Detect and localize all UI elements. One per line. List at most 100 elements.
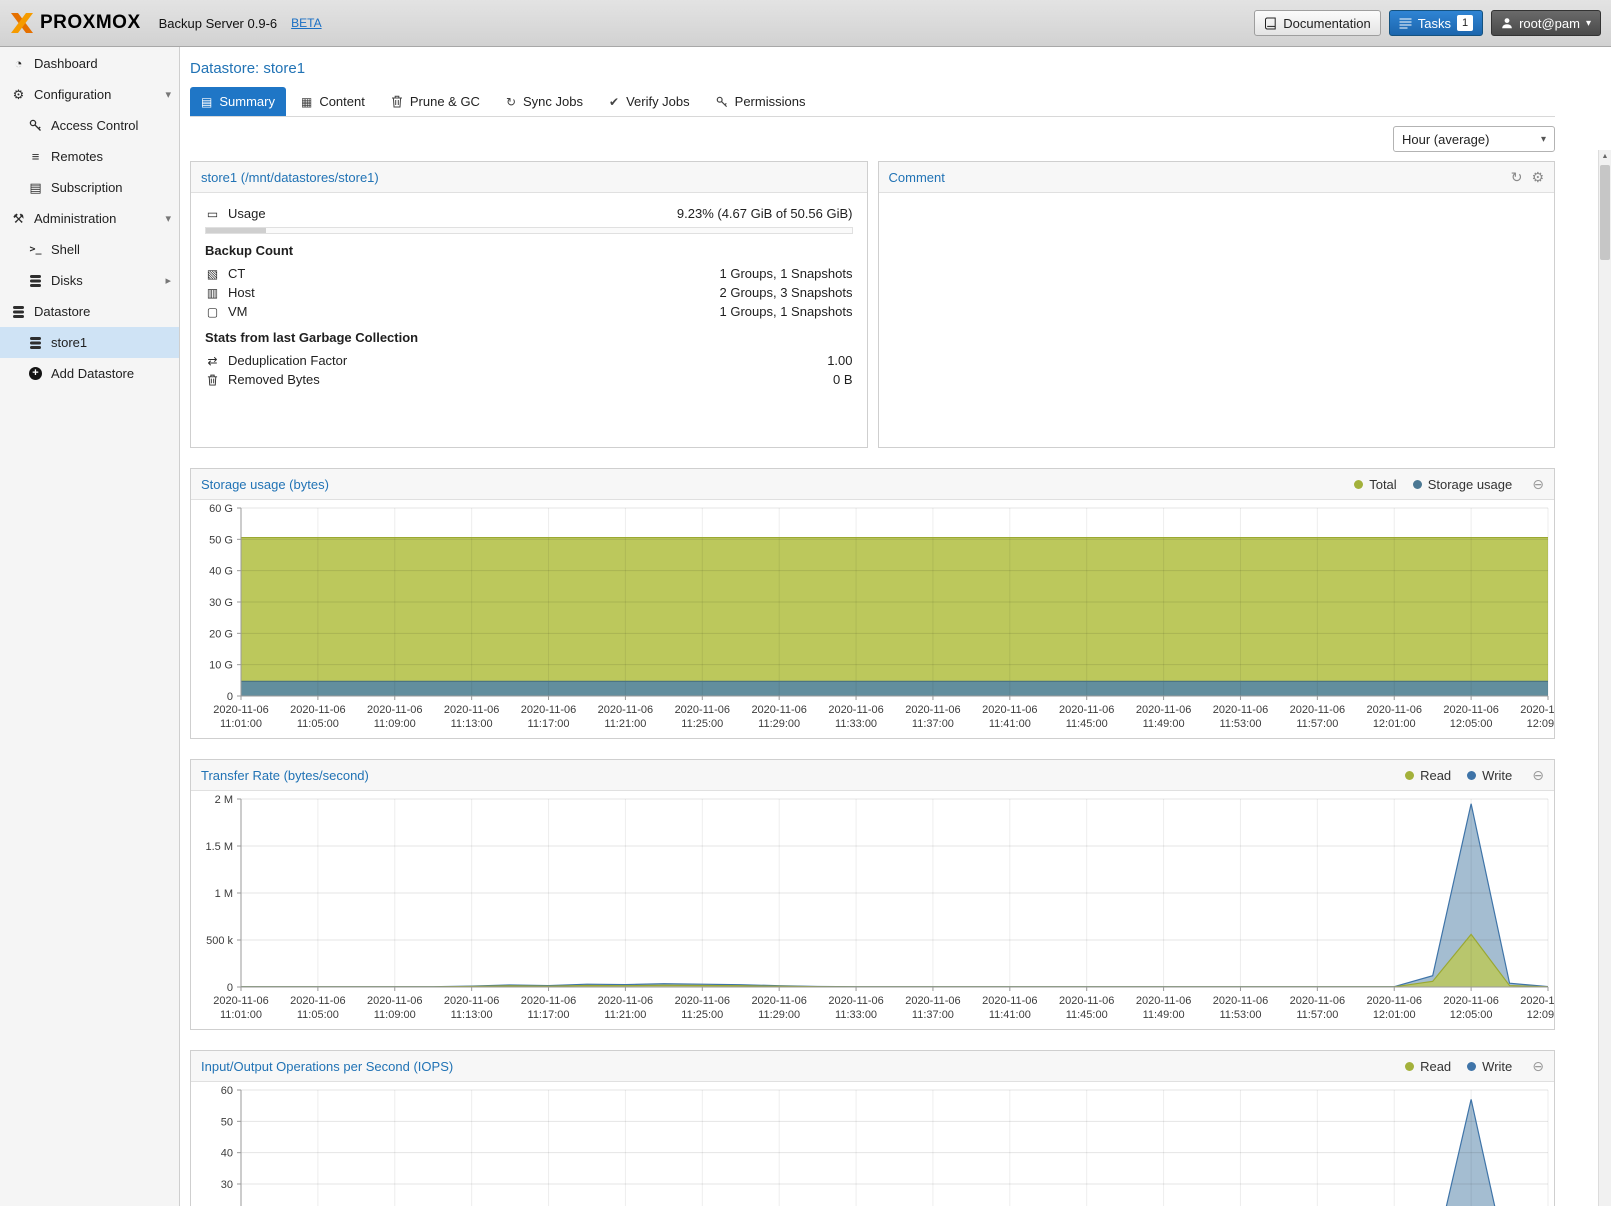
terminal-icon: >_ (27, 244, 44, 255)
vm-row: ▢ VM 1 Groups, 1 Snapshots (205, 302, 853, 321)
svg-text:11:01:00: 11:01:00 (220, 718, 262, 730)
book-icon (1264, 17, 1277, 30)
legend-dot-total (1354, 480, 1363, 489)
disks-icon (27, 275, 44, 287)
svg-text:12:05:00: 12:05:00 (1450, 718, 1493, 730)
range-select[interactable]: Hour (average) ▾ (1393, 126, 1555, 152)
tasks-button[interactable]: Tasks 1 (1389, 10, 1483, 36)
svg-text:11:49:00: 11:49:00 (1143, 1009, 1185, 1021)
svg-text:11:13:00: 11:13:00 (451, 1009, 493, 1021)
check-circle-icon: ✔ (609, 95, 619, 109)
svg-text:12:01:00: 12:01:00 (1373, 718, 1416, 730)
svg-text:11:29:00: 11:29:00 (758, 718, 800, 730)
svg-text:2020-11-06: 2020-11-06 (598, 704, 653, 716)
expand-caret-icon[interactable]: ▸ (165, 274, 171, 287)
host-row: ▥ Host 2 Groups, 3 Snapshots (205, 283, 853, 302)
sidebar-item-datastore[interactable]: Datastore (0, 296, 179, 327)
svg-text:12:09:00: 12:09:00 (1527, 718, 1554, 730)
collapse-panel-icon[interactable]: ⊖ (1532, 476, 1544, 493)
legend-write[interactable]: Write (1467, 1059, 1512, 1074)
sidebar-item-subscription[interactable]: ▤ Subscription (0, 172, 179, 203)
sidebar-item-configuration[interactable]: ⚙ Configuration ▾ (0, 79, 179, 110)
svg-text:30 G: 30 G (209, 597, 233, 609)
sidebar-item-access-control[interactable]: Access Control (0, 110, 179, 141)
svg-text:2020-11-06: 2020-11-06 (521, 995, 576, 1007)
svg-text:2020-11-06: 2020-11-06 (367, 704, 422, 716)
beta-link[interactable]: BETA (291, 16, 321, 30)
svg-text:60 G: 60 G (209, 503, 233, 515)
svg-text:11:25:00: 11:25:00 (681, 718, 723, 730)
legend-total[interactable]: Total (1354, 477, 1396, 492)
hdd-icon: ▭ (205, 207, 220, 221)
sidebar-item-add-datastore[interactable]: Add Datastore (0, 358, 179, 389)
sidebar: ◔ Dashboard ⚙ Configuration ▾ Access Con… (0, 47, 180, 1206)
tab-prune-gc[interactable]: Prune & GC (380, 87, 491, 116)
svg-text:11:45:00: 11:45:00 (1066, 718, 1108, 730)
svg-text:11:17:00: 11:17:00 (528, 718, 570, 730)
documentation-button[interactable]: Documentation (1254, 10, 1380, 36)
svg-text:2020-11-06: 2020-11-06 (1059, 995, 1114, 1007)
tab-summary[interactable]: ▤ Summary (190, 87, 286, 116)
tab-content[interactable]: ▦ Content (290, 87, 376, 116)
svg-text:11:33:00: 11:33:00 (835, 1009, 877, 1021)
svg-text:11:09:00: 11:09:00 (374, 1009, 416, 1021)
legend-write[interactable]: Write (1467, 768, 1512, 783)
refresh-icon[interactable]: ↻ (1511, 169, 1523, 186)
collapse-panel-icon[interactable]: ⊖ (1532, 1058, 1544, 1075)
svg-text:2020-11-06: 2020-11-06 (675, 704, 730, 716)
comment-body[interactable] (879, 193, 1555, 447)
gear-icon[interactable]: ⚙ (1531, 169, 1544, 186)
legend-storage-usage[interactable]: Storage usage (1413, 477, 1513, 492)
sidebar-item-administration[interactable]: ⚒ Administration ▾ (0, 203, 179, 234)
ct-row: ▧ CT 1 Groups, 1 Snapshots (205, 264, 853, 283)
sidebar-item-store1[interactable]: store1 (0, 327, 179, 358)
storage-usage-panel: Storage usage (bytes) Total Storage usag… (190, 468, 1555, 739)
svg-text:11:41:00: 11:41:00 (989, 718, 1031, 730)
tab-verify-jobs[interactable]: ✔ Verify Jobs (598, 87, 701, 116)
documentation-label: Documentation (1283, 16, 1370, 31)
compress-icon: ⇄ (205, 354, 220, 368)
svg-text:0: 0 (227, 982, 233, 994)
legend-read[interactable]: Read (1405, 1059, 1451, 1074)
comment-panel: Comment ↻ ⚙ (878, 161, 1556, 448)
iops-chart: 01020304050602020-11-0611:01:002020-11-0… (191, 1082, 1554, 1206)
tab-sync-jobs[interactable]: ↻ Sync Jobs (495, 87, 594, 116)
svg-text:2020-11-06: 2020-11-06 (1290, 704, 1345, 716)
legend-read[interactable]: Read (1405, 768, 1451, 783)
svg-text:1.5 M: 1.5 M (205, 841, 233, 853)
database-icon (10, 306, 27, 318)
user-menu-button[interactable]: root@pam ▾ (1491, 10, 1601, 36)
svg-text:11:09:00: 11:09:00 (374, 718, 416, 730)
svg-text:30: 30 (221, 1179, 233, 1191)
svg-text:11:33:00: 11:33:00 (835, 718, 877, 730)
scroll-up-icon[interactable]: ▲ (1599, 150, 1611, 164)
legend-dot-write (1467, 771, 1476, 780)
vertical-scrollbar[interactable]: ▲ (1598, 150, 1611, 1206)
proxmox-logo: PROXMOX (10, 12, 141, 34)
tab-permissions[interactable]: Permissions (705, 87, 817, 116)
svg-text:2020-11-06: 2020-11-06 (1059, 704, 1114, 716)
svg-text:2020-11-06: 2020-11-06 (1213, 704, 1268, 716)
collapse-caret-icon[interactable]: ▾ (165, 212, 171, 225)
svg-text:2020-11-06: 2020-11-06 (1443, 995, 1498, 1007)
tasks-list-icon (1399, 18, 1412, 29)
scrollbar-thumb[interactable] (1600, 165, 1610, 260)
usage-value: 9.23% (4.67 GiB of 50.56 GiB) (677, 206, 853, 221)
datastore-summary-panel: store1 (/mnt/datastores/store1) ▭ Usage … (190, 161, 868, 448)
svg-text:11:17:00: 11:17:00 (528, 1009, 570, 1021)
svg-text:2020-11-06: 2020-11-06 (1367, 704, 1422, 716)
sidebar-item-shell[interactable]: >_ Shell (0, 234, 179, 265)
legend-dot-read (1405, 1062, 1414, 1071)
svg-text:0: 0 (227, 691, 233, 703)
sidebar-item-dashboard[interactable]: ◔ Dashboard (0, 48, 179, 79)
trash-icon (391, 95, 403, 108)
svg-text:1 M: 1 M (215, 888, 233, 900)
gc-stats-heading: Stats from last Garbage Collection (205, 330, 853, 345)
svg-text:12:05:00: 12:05:00 (1450, 1009, 1493, 1021)
sidebar-item-disks[interactable]: Disks ▸ (0, 265, 179, 296)
collapse-panel-icon[interactable]: ⊖ (1532, 767, 1544, 784)
sidebar-item-remotes[interactable]: ≡ Remotes (0, 141, 179, 172)
svg-text:2020-11-06: 2020-11-06 (1136, 995, 1191, 1007)
collapse-caret-icon[interactable]: ▾ (165, 88, 171, 101)
svg-text:11:37:00: 11:37:00 (912, 718, 954, 730)
